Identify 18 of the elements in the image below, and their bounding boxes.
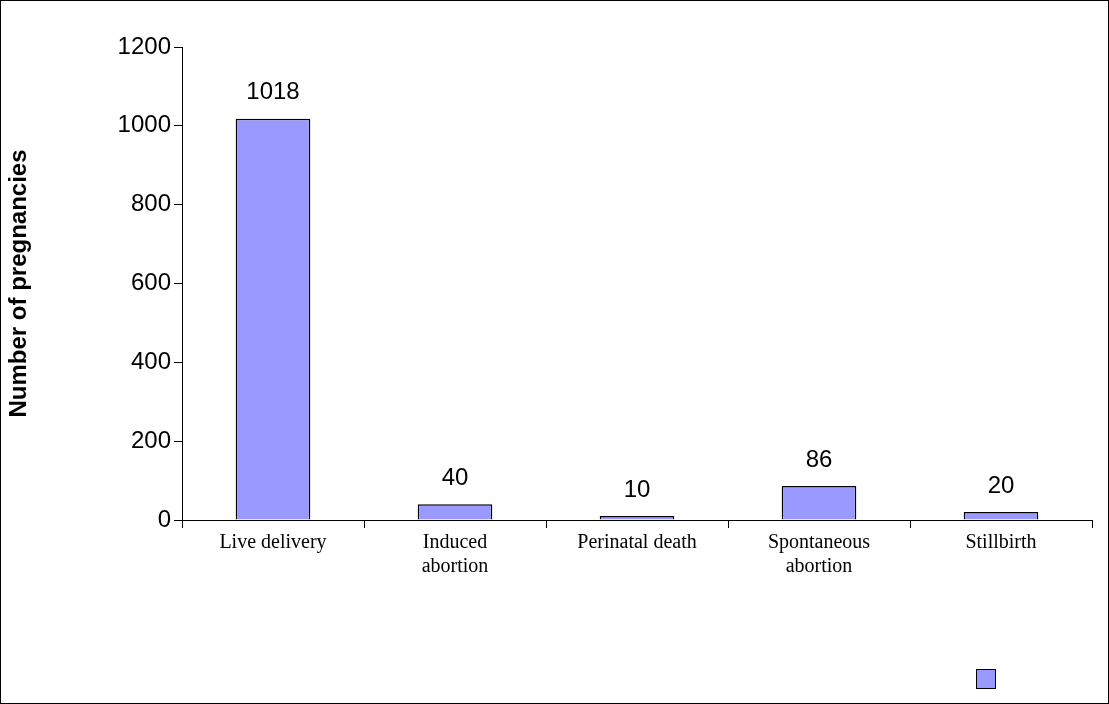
data-label: 20 [987,470,1015,498]
y-tick-label: 1200 [117,31,171,59]
y-tick-label: 600 [130,268,171,296]
y-tick-label: 400 [130,346,171,374]
y-tick-label: 800 [130,189,171,217]
y-tick-label: 200 [130,425,171,453]
x-tick-label: Live delivery [219,530,327,554]
x-tick-label: Stillbirth [965,530,1037,553]
y-axis-title: Number of pregnancies [4,149,32,418]
y-tick-label: 0 [157,504,171,532]
data-label: 40 [441,462,469,490]
y-tick-label: 1000 [117,110,171,138]
x-tick-label: Spontaneous abortion [767,530,871,577]
x-tick-label: Perinatal death [577,530,697,553]
data-label: 1018 [246,77,300,105]
data-label: 10 [623,474,651,502]
data-label: 86 [805,444,833,472]
x-tick-label: Induced abortion [421,530,489,577]
